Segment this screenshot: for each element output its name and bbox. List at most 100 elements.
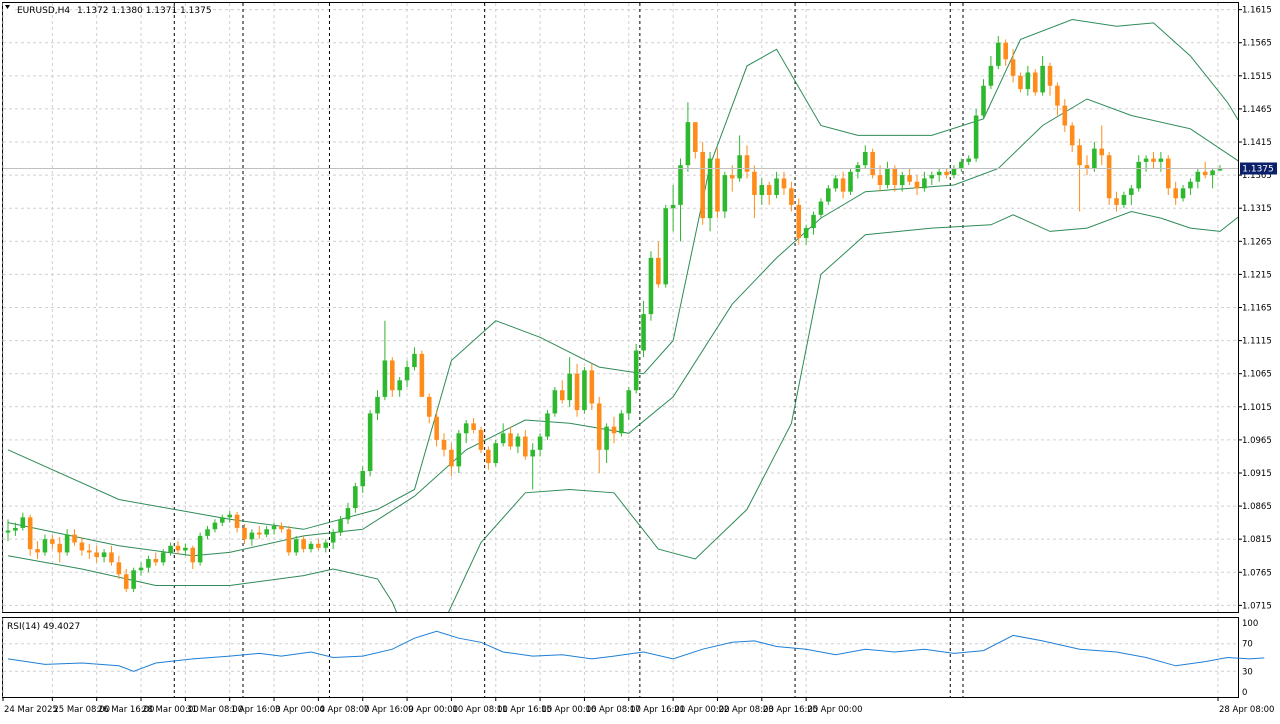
candle-body bbox=[94, 552, 99, 558]
candle bbox=[1047, 62, 1053, 96]
candle-body bbox=[293, 539, 299, 553]
rsi-plot-frame bbox=[2, 617, 1239, 698]
time-label: 28 Apr 08:00 bbox=[1219, 705, 1274, 715]
time-label: 21 Apr 00:00 bbox=[674, 705, 729, 715]
candle-body bbox=[79, 542, 85, 551]
candle-body bbox=[345, 508, 351, 520]
candle bbox=[449, 443, 454, 477]
candle-body bbox=[1202, 171, 1208, 176]
candle bbox=[604, 423, 609, 464]
candle bbox=[1077, 138, 1082, 212]
candle bbox=[641, 300, 646, 358]
price-axis[interactable]: 1.16151.15651.15151.14651.14151.13651.13… bbox=[1238, 6, 1272, 612]
candle bbox=[715, 148, 720, 219]
candle-body bbox=[552, 390, 558, 414]
rsi-line bbox=[7, 630, 1265, 672]
time-label: 28 Mar 00:00 bbox=[142, 705, 199, 715]
candle bbox=[94, 545, 99, 563]
time-label: 24 Mar 2025 bbox=[4, 705, 58, 715]
candle-body bbox=[375, 396, 380, 414]
candle bbox=[87, 543, 92, 560]
candle-body bbox=[1195, 171, 1201, 182]
price-label: 1.0765 bbox=[1242, 568, 1272, 578]
candle-body bbox=[500, 433, 506, 444]
candle-body bbox=[1188, 181, 1193, 189]
candle bbox=[537, 433, 543, 457]
candle-body bbox=[249, 532, 255, 540]
candle-body bbox=[42, 539, 48, 553]
candle bbox=[523, 429, 528, 460]
grid-layer bbox=[2, 3, 1238, 697]
candle-body bbox=[981, 85, 986, 116]
candle-body bbox=[700, 151, 705, 219]
candle bbox=[146, 555, 151, 573]
candle bbox=[353, 482, 358, 513]
candle bbox=[1143, 155, 1149, 172]
candle bbox=[471, 418, 476, 434]
candle-body bbox=[109, 552, 114, 563]
candle bbox=[1129, 185, 1134, 205]
candle-body bbox=[412, 353, 417, 368]
candle bbox=[1165, 155, 1171, 195]
time-label: 16 Apr 08:00 bbox=[585, 705, 640, 715]
candle bbox=[833, 175, 838, 192]
current-price-tag: 1.1375 bbox=[1240, 162, 1277, 175]
candle bbox=[752, 165, 757, 219]
candle-body bbox=[1165, 158, 1171, 189]
candle-body bbox=[574, 373, 580, 411]
candle bbox=[205, 525, 210, 540]
candle-body bbox=[323, 542, 329, 548]
candle bbox=[227, 510, 232, 523]
candle-body bbox=[1099, 148, 1105, 156]
candle-body bbox=[656, 257, 661, 285]
candle bbox=[1032, 69, 1038, 96]
current-price-label: 1.1375 bbox=[1242, 164, 1274, 174]
candle-body bbox=[973, 115, 979, 159]
candle bbox=[633, 343, 639, 394]
candle-body bbox=[1062, 105, 1068, 126]
candle bbox=[1040, 55, 1045, 96]
candle-body bbox=[796, 204, 802, 238]
candle-body bbox=[138, 567, 144, 571]
candle-body bbox=[456, 433, 462, 467]
candle bbox=[840, 171, 846, 199]
time-label: 25 Apr 00:00 bbox=[807, 705, 862, 715]
candle bbox=[922, 171, 927, 192]
candle-body bbox=[1129, 188, 1134, 195]
candle bbox=[796, 198, 802, 245]
candle bbox=[360, 466, 366, 493]
candle bbox=[109, 545, 114, 566]
candle-body bbox=[892, 168, 898, 186]
dropdown-arrow-icon[interactable] bbox=[5, 5, 10, 9]
candle bbox=[1173, 181, 1178, 205]
candle-body bbox=[670, 204, 676, 209]
candle bbox=[848, 168, 853, 195]
ohlc-values: 1.1372 1.1380 1.1371 1.1375 bbox=[77, 6, 212, 16]
candle bbox=[382, 320, 388, 401]
candle bbox=[996, 36, 1001, 70]
candle-body bbox=[729, 175, 735, 179]
candle-body bbox=[353, 486, 358, 509]
candle bbox=[530, 443, 535, 490]
candle-body bbox=[1143, 158, 1149, 162]
time-label: 25 Mar 08:00 bbox=[53, 705, 110, 715]
candle-body bbox=[419, 353, 425, 397]
candle bbox=[50, 534, 55, 550]
candle bbox=[42, 534, 48, 556]
candle-body bbox=[64, 534, 70, 553]
candle bbox=[907, 168, 912, 186]
candle bbox=[559, 380, 565, 404]
time-label: 1 Apr 16:00 bbox=[231, 705, 281, 715]
candle bbox=[434, 410, 439, 447]
candle bbox=[1106, 151, 1112, 205]
candle bbox=[759, 178, 765, 205]
candle-body bbox=[582, 370, 587, 411]
candle-body bbox=[1180, 188, 1186, 199]
candle-body bbox=[922, 178, 927, 189]
candle-body bbox=[936, 171, 942, 176]
candle bbox=[197, 532, 203, 566]
candle-body bbox=[766, 185, 772, 195]
